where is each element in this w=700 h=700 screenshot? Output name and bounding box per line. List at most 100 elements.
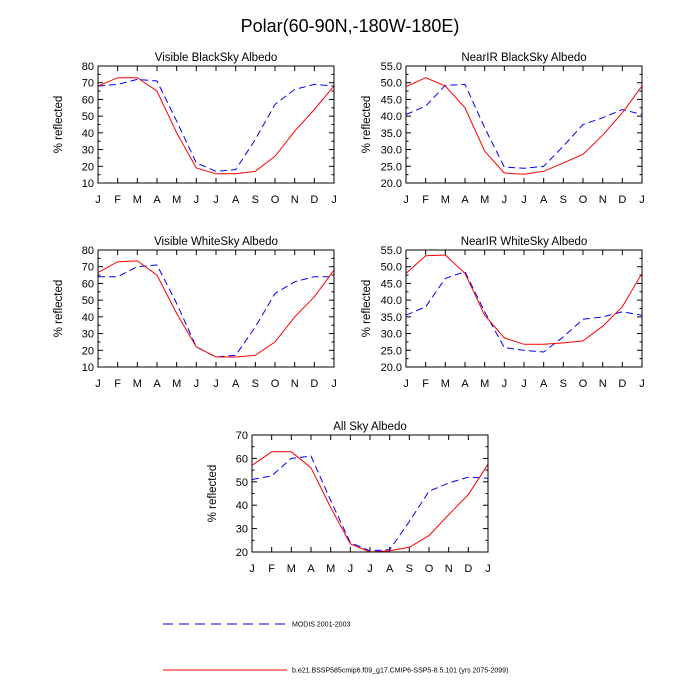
legend: MODIS 2001-2003 b.e21.BSSP585cmip6.f09_g… bbox=[163, 622, 508, 675]
x-tick-label: J bbox=[367, 563, 373, 575]
series-line-model bbox=[97, 260, 335, 358]
y-tick-label: 60 bbox=[82, 94, 94, 106]
x-tick-label: O bbox=[579, 194, 588, 206]
chart-panel-nearir-blacksky: NearIR BlackSky Albedo % reflected 20.0 25.… bbox=[361, 52, 645, 206]
x-tick-label: S bbox=[252, 194, 259, 206]
panel-title: Visible WhiteSky Albedo bbox=[154, 236, 278, 248]
x-tick-label: D bbox=[310, 378, 318, 390]
x-tick-label: A bbox=[461, 378, 469, 390]
series-line-modis bbox=[97, 78, 335, 172]
y-tick-label: 45.0 bbox=[381, 278, 402, 290]
series-line-modis bbox=[405, 83, 643, 169]
x-tick-label: A bbox=[153, 194, 161, 206]
x-tick-label: N bbox=[599, 378, 607, 390]
x-tick-label: S bbox=[560, 378, 567, 390]
x-tick-label: O bbox=[271, 378, 280, 390]
y-tick-label: 25.0 bbox=[381, 161, 402, 173]
x-tick-label: J bbox=[521, 378, 527, 390]
panel-title: NearIR BlackSky Albedo bbox=[461, 52, 586, 64]
chart-panel-nearir-whitesky: NearIR WhiteSky Albedo % reflected 20.0 25.… bbox=[361, 236, 645, 390]
x-tick-label: D bbox=[464, 563, 472, 575]
legend-label-model: b.e21.BSSP585cmip6.f09_g17.CMIP6-SSP5-8.… bbox=[292, 668, 508, 675]
x-tick-label: J bbox=[249, 563, 255, 575]
series-line-model bbox=[405, 254, 643, 345]
y-tick-label: 30 bbox=[236, 524, 248, 536]
y-tick-label: 30 bbox=[82, 145, 94, 157]
plot-frame bbox=[405, 65, 643, 184]
y-tick-label: 35.0 bbox=[381, 128, 402, 140]
y-tick-label: 80 bbox=[82, 61, 94, 73]
x-tick-label: M bbox=[441, 194, 450, 206]
series-line-model bbox=[405, 77, 643, 175]
x-tick-label: A bbox=[307, 563, 315, 575]
x-tick-label: J bbox=[331, 378, 337, 390]
chart-panel-visible-blacksky: Visible BlackSky Albedo % reflected 10 20 30… bbox=[53, 52, 337, 206]
y-tick-label: 40.0 bbox=[381, 111, 402, 123]
x-tick-label: A bbox=[461, 194, 469, 206]
x-tick-label: M bbox=[172, 378, 181, 390]
y-tick-label: 30 bbox=[82, 329, 94, 341]
y-tick-label: 70 bbox=[82, 262, 94, 274]
chart-panel-visible-whitesky: Visible WhiteSky Albedo % reflected 10 20 30… bbox=[53, 236, 337, 390]
y-axis-label: % reflected bbox=[53, 96, 65, 154]
x-tick-label: A bbox=[540, 378, 548, 390]
x-tick-label: O bbox=[271, 194, 280, 206]
x-tick-label: N bbox=[291, 378, 299, 390]
x-tick-label: D bbox=[618, 378, 626, 390]
x-tick-label: S bbox=[252, 378, 259, 390]
x-tick-label: A bbox=[232, 194, 240, 206]
x-tick-label: A bbox=[232, 378, 240, 390]
x-tick-label: A bbox=[153, 378, 161, 390]
series-line-modis bbox=[251, 455, 489, 552]
y-tick-label: 70 bbox=[236, 430, 248, 442]
x-tick-label: D bbox=[618, 194, 626, 206]
y-axis-label: % reflected bbox=[207, 465, 219, 523]
panel-title: NearIR WhiteSky Albedo bbox=[461, 236, 588, 248]
y-tick-label: 45.0 bbox=[381, 94, 402, 106]
plot-frame bbox=[251, 434, 489, 553]
x-tick-label: J bbox=[521, 194, 527, 206]
y-tick-label: 10 bbox=[82, 178, 94, 190]
y-tick-label: 70 bbox=[82, 78, 94, 90]
x-tick-label: N bbox=[445, 563, 453, 575]
x-tick-label: F bbox=[114, 194, 121, 206]
figure-title: Polar(60-90N,-180W-180E) bbox=[241, 16, 460, 36]
y-tick-label: 50.0 bbox=[381, 78, 402, 90]
x-tick-label: M bbox=[441, 378, 450, 390]
x-tick-label: J bbox=[639, 378, 645, 390]
y-tick-label: 20.0 bbox=[381, 178, 402, 190]
series-line-model bbox=[251, 451, 489, 553]
series-line-model bbox=[97, 77, 335, 175]
y-tick-label: 60 bbox=[82, 278, 94, 290]
x-tick-label: M bbox=[133, 378, 142, 390]
y-tick-label: 30.0 bbox=[381, 145, 402, 157]
x-tick-label: M bbox=[133, 194, 142, 206]
y-tick-label: 40 bbox=[236, 500, 248, 512]
x-tick-label: J bbox=[502, 378, 508, 390]
y-tick-label: 55.0 bbox=[381, 61, 402, 73]
x-tick-label: J bbox=[194, 378, 200, 390]
x-tick-label: F bbox=[114, 378, 121, 390]
y-tick-label: 30.0 bbox=[381, 329, 402, 341]
y-axis-label: % reflected bbox=[361, 96, 373, 154]
x-tick-label: J bbox=[403, 194, 409, 206]
x-tick-label: N bbox=[599, 194, 607, 206]
y-tick-label: 20 bbox=[236, 547, 248, 559]
x-tick-label: M bbox=[172, 194, 181, 206]
y-axis-label: % reflected bbox=[361, 280, 373, 338]
x-tick-label: J bbox=[194, 194, 200, 206]
series-line-modis bbox=[405, 271, 643, 353]
y-tick-label: 50.0 bbox=[381, 262, 402, 274]
x-tick-label: J bbox=[95, 378, 101, 390]
x-tick-label: M bbox=[480, 194, 489, 206]
x-tick-label: O bbox=[425, 563, 434, 575]
panel-title: All Sky Albedo bbox=[333, 421, 407, 433]
y-tick-label: 55.0 bbox=[381, 245, 402, 257]
x-tick-label: M bbox=[287, 563, 296, 575]
y-tick-label: 50 bbox=[82, 295, 94, 307]
legend-label-modis: MODIS 2001-2003 bbox=[292, 622, 350, 629]
x-tick-label: D bbox=[310, 194, 318, 206]
y-tick-label: 20 bbox=[82, 161, 94, 173]
